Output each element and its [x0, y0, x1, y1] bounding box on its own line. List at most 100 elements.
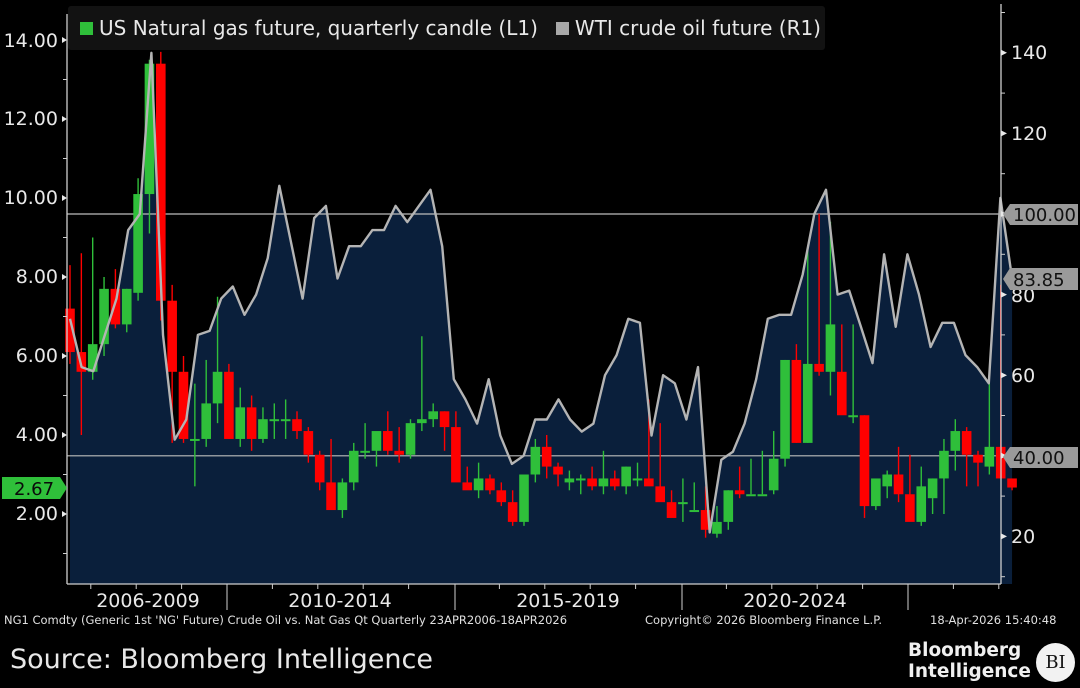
- left-tick-label: 14.00: [4, 30, 58, 52]
- candle-body: [689, 510, 700, 513]
- gas-candle: [314, 450, 325, 491]
- svg-text:100.00: 100.00: [1013, 205, 1076, 226]
- candle-body: [837, 371, 847, 416]
- x-label-2020-2024: 2020-2024: [743, 590, 847, 612]
- gas-candle: [530, 438, 541, 483]
- gas-candle: [235, 387, 246, 447]
- right-major-tick: [1001, 372, 1007, 379]
- right-tick-label: 60: [1011, 365, 1035, 387]
- candle-body: [451, 427, 461, 483]
- candle-body: [587, 478, 597, 487]
- gas-candle: [65, 265, 75, 364]
- candle-body: [383, 431, 393, 451]
- gas-candle: [224, 363, 234, 439]
- candle-body: [326, 482, 336, 511]
- left-major-tick: [62, 432, 67, 438]
- gas-candle: [961, 427, 972, 487]
- gas-candle: [417, 336, 427, 432]
- gas-candle: [837, 324, 847, 416]
- candle-body: [473, 478, 484, 491]
- gas-candle: [303, 427, 314, 463]
- gas-candle: [666, 490, 677, 518]
- gas-candle: [802, 245, 813, 443]
- candle-body: [201, 403, 211, 439]
- candle-body: [428, 411, 438, 420]
- source-text: Source: Bloomberg Intelligence: [10, 644, 433, 675]
- gas-candle: [621, 466, 631, 495]
- gas-candle: [1007, 478, 1017, 491]
- oil-line: [68, 51, 1014, 534]
- candle-body: [121, 288, 132, 325]
- left-major-tick: [62, 195, 67, 201]
- left-tick-label: 6.00: [16, 345, 58, 367]
- gas-candle: [734, 466, 745, 499]
- candle-body: [632, 478, 643, 481]
- candle-body: [791, 359, 802, 443]
- gas-candle: [121, 288, 132, 333]
- gas-candle: [746, 458, 756, 497]
- left-major-tick: [62, 116, 67, 122]
- gas-candle: [939, 438, 949, 514]
- candle-body: [859, 415, 870, 507]
- gas-candle: [678, 478, 688, 522]
- left-tick-label: 8.00: [16, 266, 58, 288]
- gas-candle: [394, 427, 404, 463]
- legend: US Natural gas future, quarterly candle …: [68, 6, 825, 50]
- right-major-tick: [1001, 533, 1007, 540]
- oil-swatch-icon: [555, 21, 569, 35]
- gas-candle: [655, 423, 665, 503]
- candle-body: [496, 490, 507, 503]
- legend-oil-label: WTI crude oil future (R1): [574, 16, 821, 40]
- gas-candle: [882, 470, 892, 499]
- candle-body: [700, 510, 711, 530]
- candle-body: [507, 502, 518, 522]
- gas-candle: [757, 450, 768, 497]
- gas-candle: [507, 490, 518, 526]
- gas-candle: [916, 466, 927, 526]
- candle-body: [417, 419, 427, 424]
- candle-body: [575, 478, 586, 481]
- svg-text:2.67: 2.67: [14, 479, 54, 500]
- candle-body: [530, 446, 541, 475]
- right-tick-label: 80: [1011, 285, 1035, 307]
- candle-body: [655, 486, 665, 503]
- candle-body: [405, 423, 416, 455]
- gas-candle: [473, 462, 484, 499]
- candle-body: [314, 454, 325, 483]
- bi-logo-icon: BI: [1036, 643, 1075, 682]
- gas-candle: [405, 419, 416, 459]
- gas-candle: [893, 446, 904, 503]
- footer-timestamp: 18-Apr-2026 15:40:48: [930, 613, 1057, 627]
- candle-body: [644, 478, 654, 487]
- gas-candle: [587, 466, 597, 491]
- gas-candle: [280, 399, 291, 439]
- candle-body: [280, 419, 291, 422]
- candle-body: [950, 431, 961, 451]
- gas-candle: [905, 454, 915, 522]
- legend-item-gas: US Natural gas future, quarterly candle …: [80, 16, 538, 40]
- gas-candle: [99, 277, 109, 356]
- gas-candle: [984, 383, 995, 475]
- candle-body: [178, 371, 189, 439]
- left-tick-label: 10.00: [4, 187, 58, 209]
- brand-line-1: Bloomberg: [908, 640, 1022, 661]
- gas-candle: [712, 506, 722, 538]
- candle-body: [269, 419, 280, 422]
- gas-candle: [190, 383, 200, 487]
- gas-candle: [768, 431, 779, 495]
- gas-swatch-icon: [80, 21, 93, 35]
- candle-body: [666, 502, 677, 518]
- candle-body: [927, 478, 938, 499]
- gas-candle: [201, 359, 211, 447]
- candle-body: [303, 431, 314, 455]
- gas-candle: [87, 237, 98, 380]
- candle-body: [757, 494, 768, 497]
- candle-body: [87, 344, 98, 372]
- gas-candle: [553, 462, 563, 487]
- gas-candle: [246, 395, 257, 451]
- svg-text:40.00: 40.00: [1013, 448, 1065, 469]
- gas-candle: [371, 431, 382, 467]
- left-major-tick: [62, 37, 67, 43]
- brand-name: Bloomberg Intelligence: [908, 640, 1031, 682]
- gas-candle: [780, 359, 790, 467]
